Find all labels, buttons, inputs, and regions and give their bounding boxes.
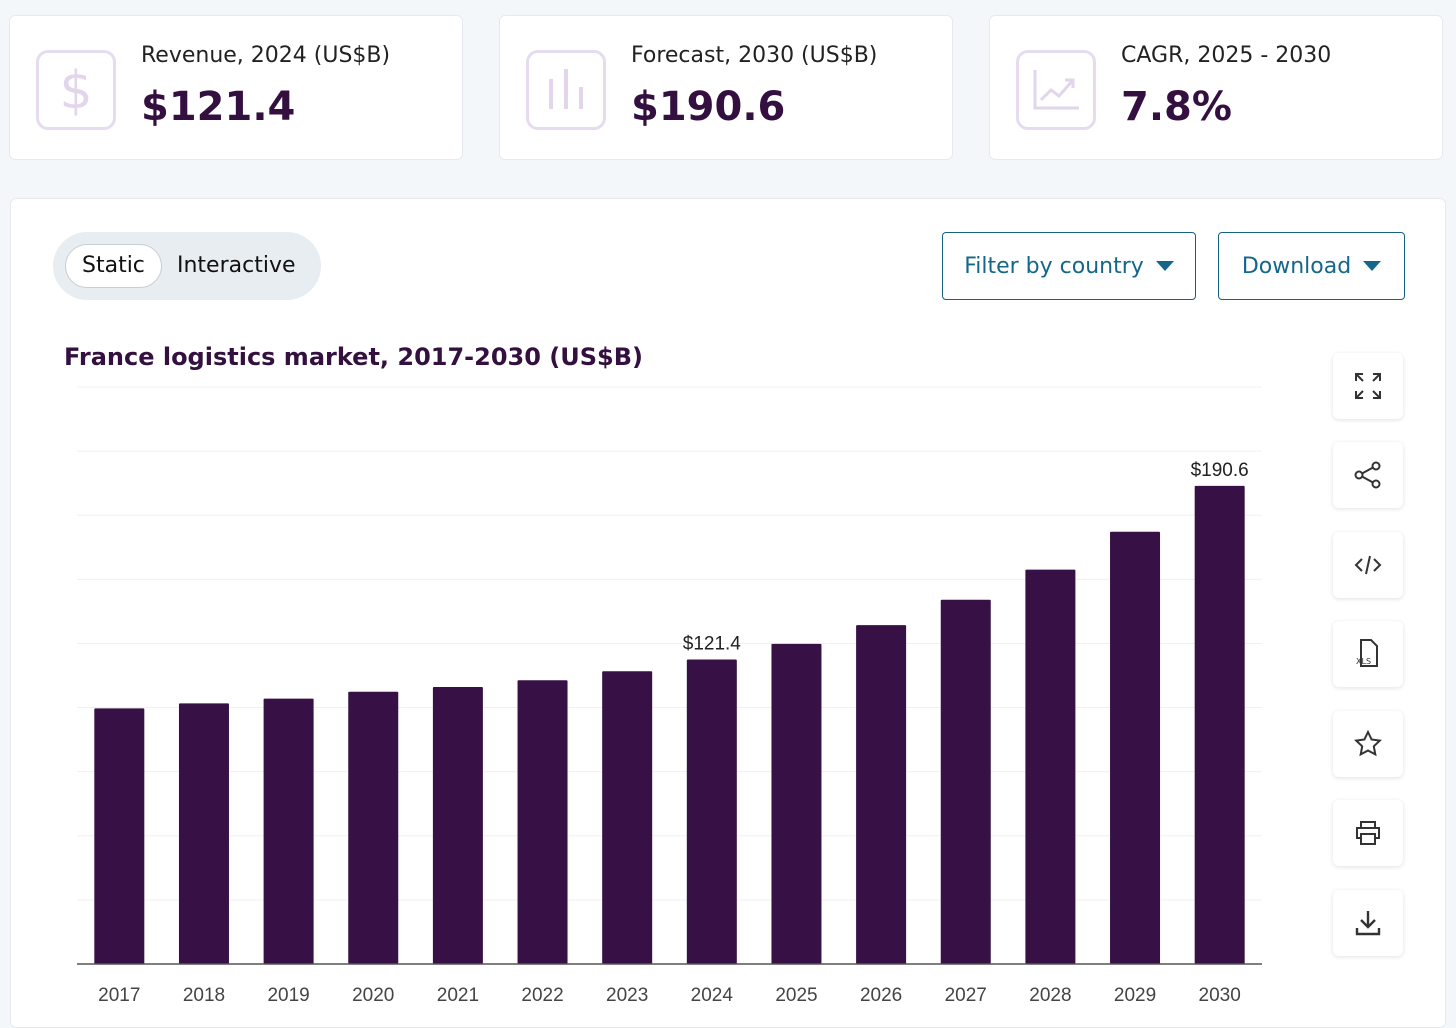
x-tick-label: 2030 — [1199, 985, 1241, 1006]
kpi-label: Forecast, 2030 (US$B) — [631, 43, 878, 68]
bar-2029[interactable] — [1110, 531, 1161, 964]
x-tick-label: 2023 — [606, 985, 648, 1006]
xls-label: XLS — [1356, 657, 1371, 666]
bar-chart-icon — [526, 50, 606, 130]
kpi-label: Revenue, 2024 (US$B) — [141, 43, 391, 68]
kpi-value: 7.8% — [1121, 84, 1232, 130]
download-icon — [1355, 911, 1381, 936]
x-tick-label: 2028 — [1029, 985, 1071, 1006]
download-button-label: Download — [1241, 253, 1352, 279]
x-tick-label: 2029 — [1114, 985, 1156, 1006]
x-tick-label: 2022 — [521, 985, 563, 1006]
toggle-interactive[interactable]: Interactive — [177, 253, 296, 278]
bar-2017[interactable] — [94, 708, 145, 964]
bar-2022[interactable] — [517, 680, 568, 964]
caret-down-icon — [1155, 261, 1174, 271]
share-button[interactable] — [1333, 442, 1403, 508]
data-label-2024: $121.4 — [683, 633, 742, 654]
x-tick-label: 2019 — [267, 985, 309, 1006]
x-tick-label: 2018 — [183, 985, 225, 1006]
bar-2023[interactable] — [602, 671, 653, 964]
download-dropdown-button[interactable]: Download — [1218, 232, 1405, 300]
kpi-card-cagr: CAGR, 2025 - 2030 7.8% — [989, 15, 1443, 160]
svg-text:$: $ — [59, 61, 92, 120]
favorite-button[interactable] — [1333, 711, 1403, 777]
trend-line-icon — [1016, 50, 1096, 130]
filter-button-label: Filter by country — [964, 253, 1144, 279]
chart-title: France logistics market, 2017-2030 (US$B… — [64, 343, 643, 371]
bar-2027[interactable] — [940, 599, 991, 964]
kpi-value: $121.4 — [141, 84, 296, 130]
kpi-value: $190.6 — [631, 84, 786, 130]
x-tick-label: 2024 — [691, 985, 734, 1006]
bar-2025[interactable] — [771, 643, 822, 964]
x-tick-label: 2020 — [352, 985, 394, 1006]
bar-2019[interactable] — [263, 698, 314, 964]
expand-button[interactable] — [1333, 353, 1403, 419]
download-image-button[interactable] — [1333, 890, 1403, 956]
bar-2020[interactable] — [348, 691, 399, 964]
embed-button[interactable] — [1333, 532, 1403, 598]
print-button[interactable] — [1333, 800, 1403, 866]
x-tick-label: 2026 — [860, 985, 902, 1006]
x-tick-label: 2021 — [437, 985, 479, 1006]
xls-file-icon: XLS — [1356, 639, 1378, 667]
bar-2028[interactable] — [1025, 569, 1076, 964]
caret-down-icon — [1363, 261, 1382, 271]
bar-2024[interactable] — [686, 659, 737, 964]
print-icon — [1356, 821, 1380, 845]
x-tick-label: 2025 — [775, 985, 817, 1006]
bar-2026[interactable] — [856, 625, 907, 964]
bar-2018[interactable] — [178, 703, 229, 964]
bar-2030[interactable] — [1194, 485, 1245, 964]
share-icon — [1354, 461, 1381, 489]
kpi-label: CAGR, 2025 - 2030 — [1121, 43, 1332, 68]
toggle-static[interactable]: Static — [65, 244, 162, 288]
bar-2021[interactable] — [432, 687, 483, 964]
data-label-2030: $190.6 — [1191, 460, 1249, 481]
dollar-icon: $ — [36, 50, 116, 130]
expand-icon — [1355, 373, 1381, 399]
embed-code-icon — [1354, 555, 1382, 575]
x-tick-label: 2027 — [945, 985, 987, 1006]
x-tick-label: 2017 — [98, 985, 140, 1006]
view-toggle: Static Interactive — [53, 232, 321, 300]
filter-by-country-button[interactable]: Filter by country — [942, 232, 1196, 300]
xls-export-button[interactable]: XLS — [1333, 621, 1403, 687]
kpi-card-revenue: $ Revenue, 2024 (US$B) $121.4 — [9, 15, 463, 160]
star-icon — [1353, 729, 1383, 757]
kpi-card-forecast: Forecast, 2030 (US$B) $190.6 — [499, 15, 953, 160]
